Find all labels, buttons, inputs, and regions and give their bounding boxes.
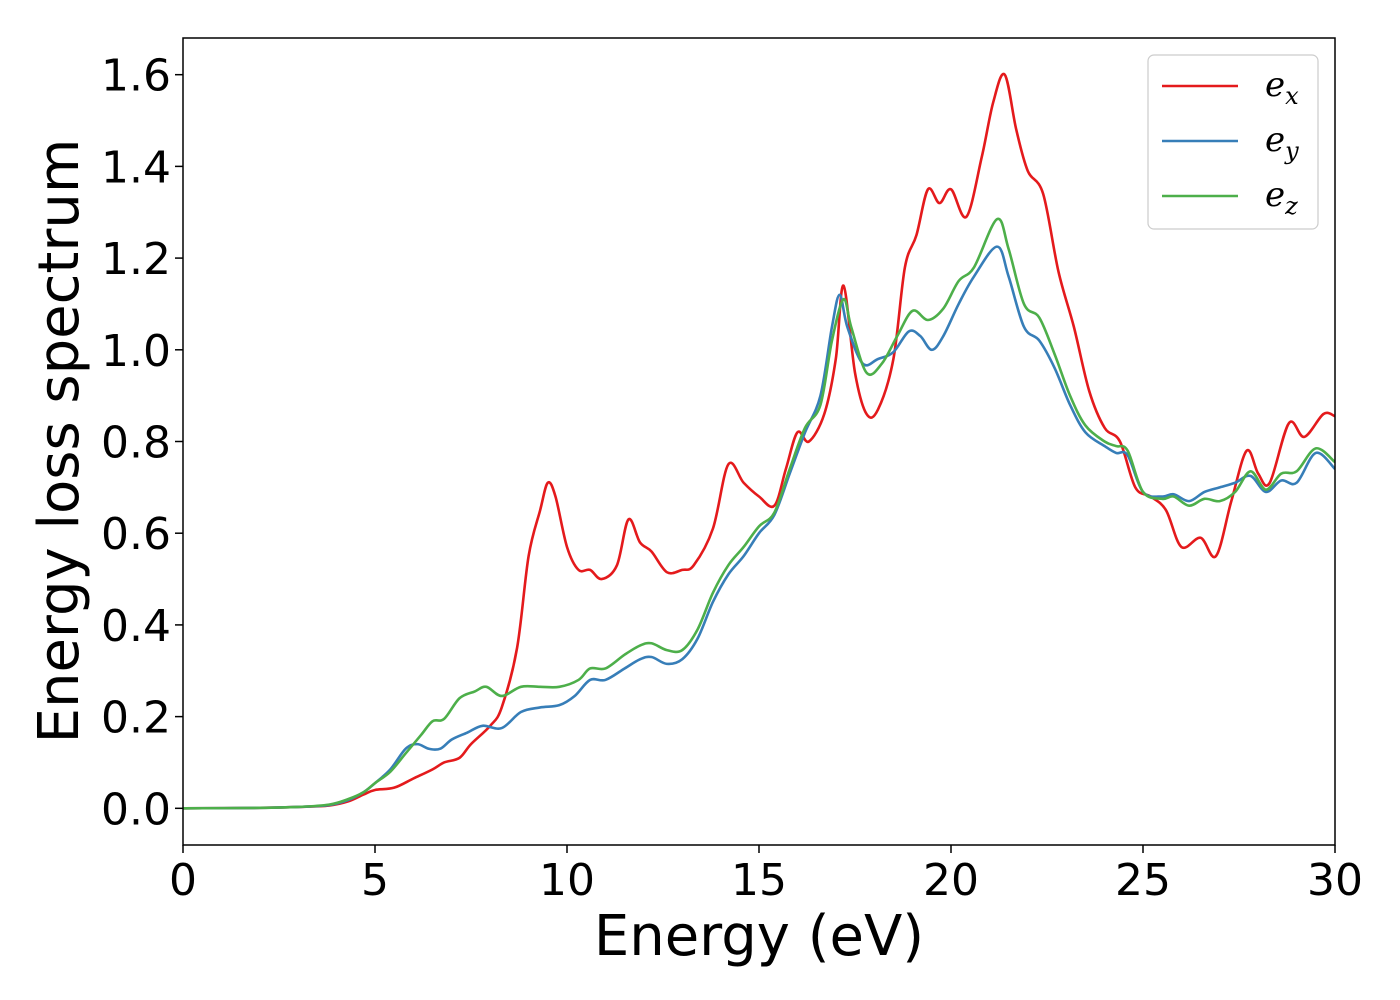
x-tick-label: 25 [1115,855,1171,906]
series-line-e-z [183,217,1335,810]
y-tick-label: 1.2 [101,234,171,285]
y-tick-label: 0.0 [101,784,171,835]
legend-label-base: e [1265,175,1285,215]
y-tick-label: 1.4 [101,142,171,193]
x-tick-label: 10 [539,855,595,906]
legend-label-subscript: x [1285,82,1299,110]
x-tick-label: 20 [923,855,979,906]
legend-label: ey [1265,120,1299,165]
x-tick-label: 30 [1307,855,1363,906]
y-tick-label: 0.6 [101,509,171,560]
y-tick-label: 1.0 [101,326,171,377]
legend-label-base: e [1265,120,1285,160]
x-tick-label: 0 [169,855,197,906]
series-layer [183,72,1335,810]
y-tick-label: 0.2 [101,693,171,744]
x-axis-ticks: 0 5 10 15 20 25 30 [169,845,1363,906]
legend-label: ex [1265,65,1299,110]
y-tick-label: 0.8 [101,418,171,469]
legend-label-subscript: y [1284,137,1299,165]
series-line-e-x [183,72,1335,810]
legend-label: ez [1265,175,1298,220]
x-axis-title: Energy (eV) [594,904,924,969]
x-tick-label: 5 [361,855,389,906]
legend-label-subscript: z [1284,192,1298,220]
y-axis-title: Energy loss spectrum [27,139,92,744]
y-tick-label: 0.4 [101,601,171,652]
legend-label-base: e [1265,65,1285,105]
x-tick-label: 15 [731,855,787,906]
y-tick-label: 1.6 [101,51,171,102]
y-axis-ticks: 0.0 0.2 0.4 0.6 0.8 1.0 1.2 1.4 1.6 [101,51,183,835]
